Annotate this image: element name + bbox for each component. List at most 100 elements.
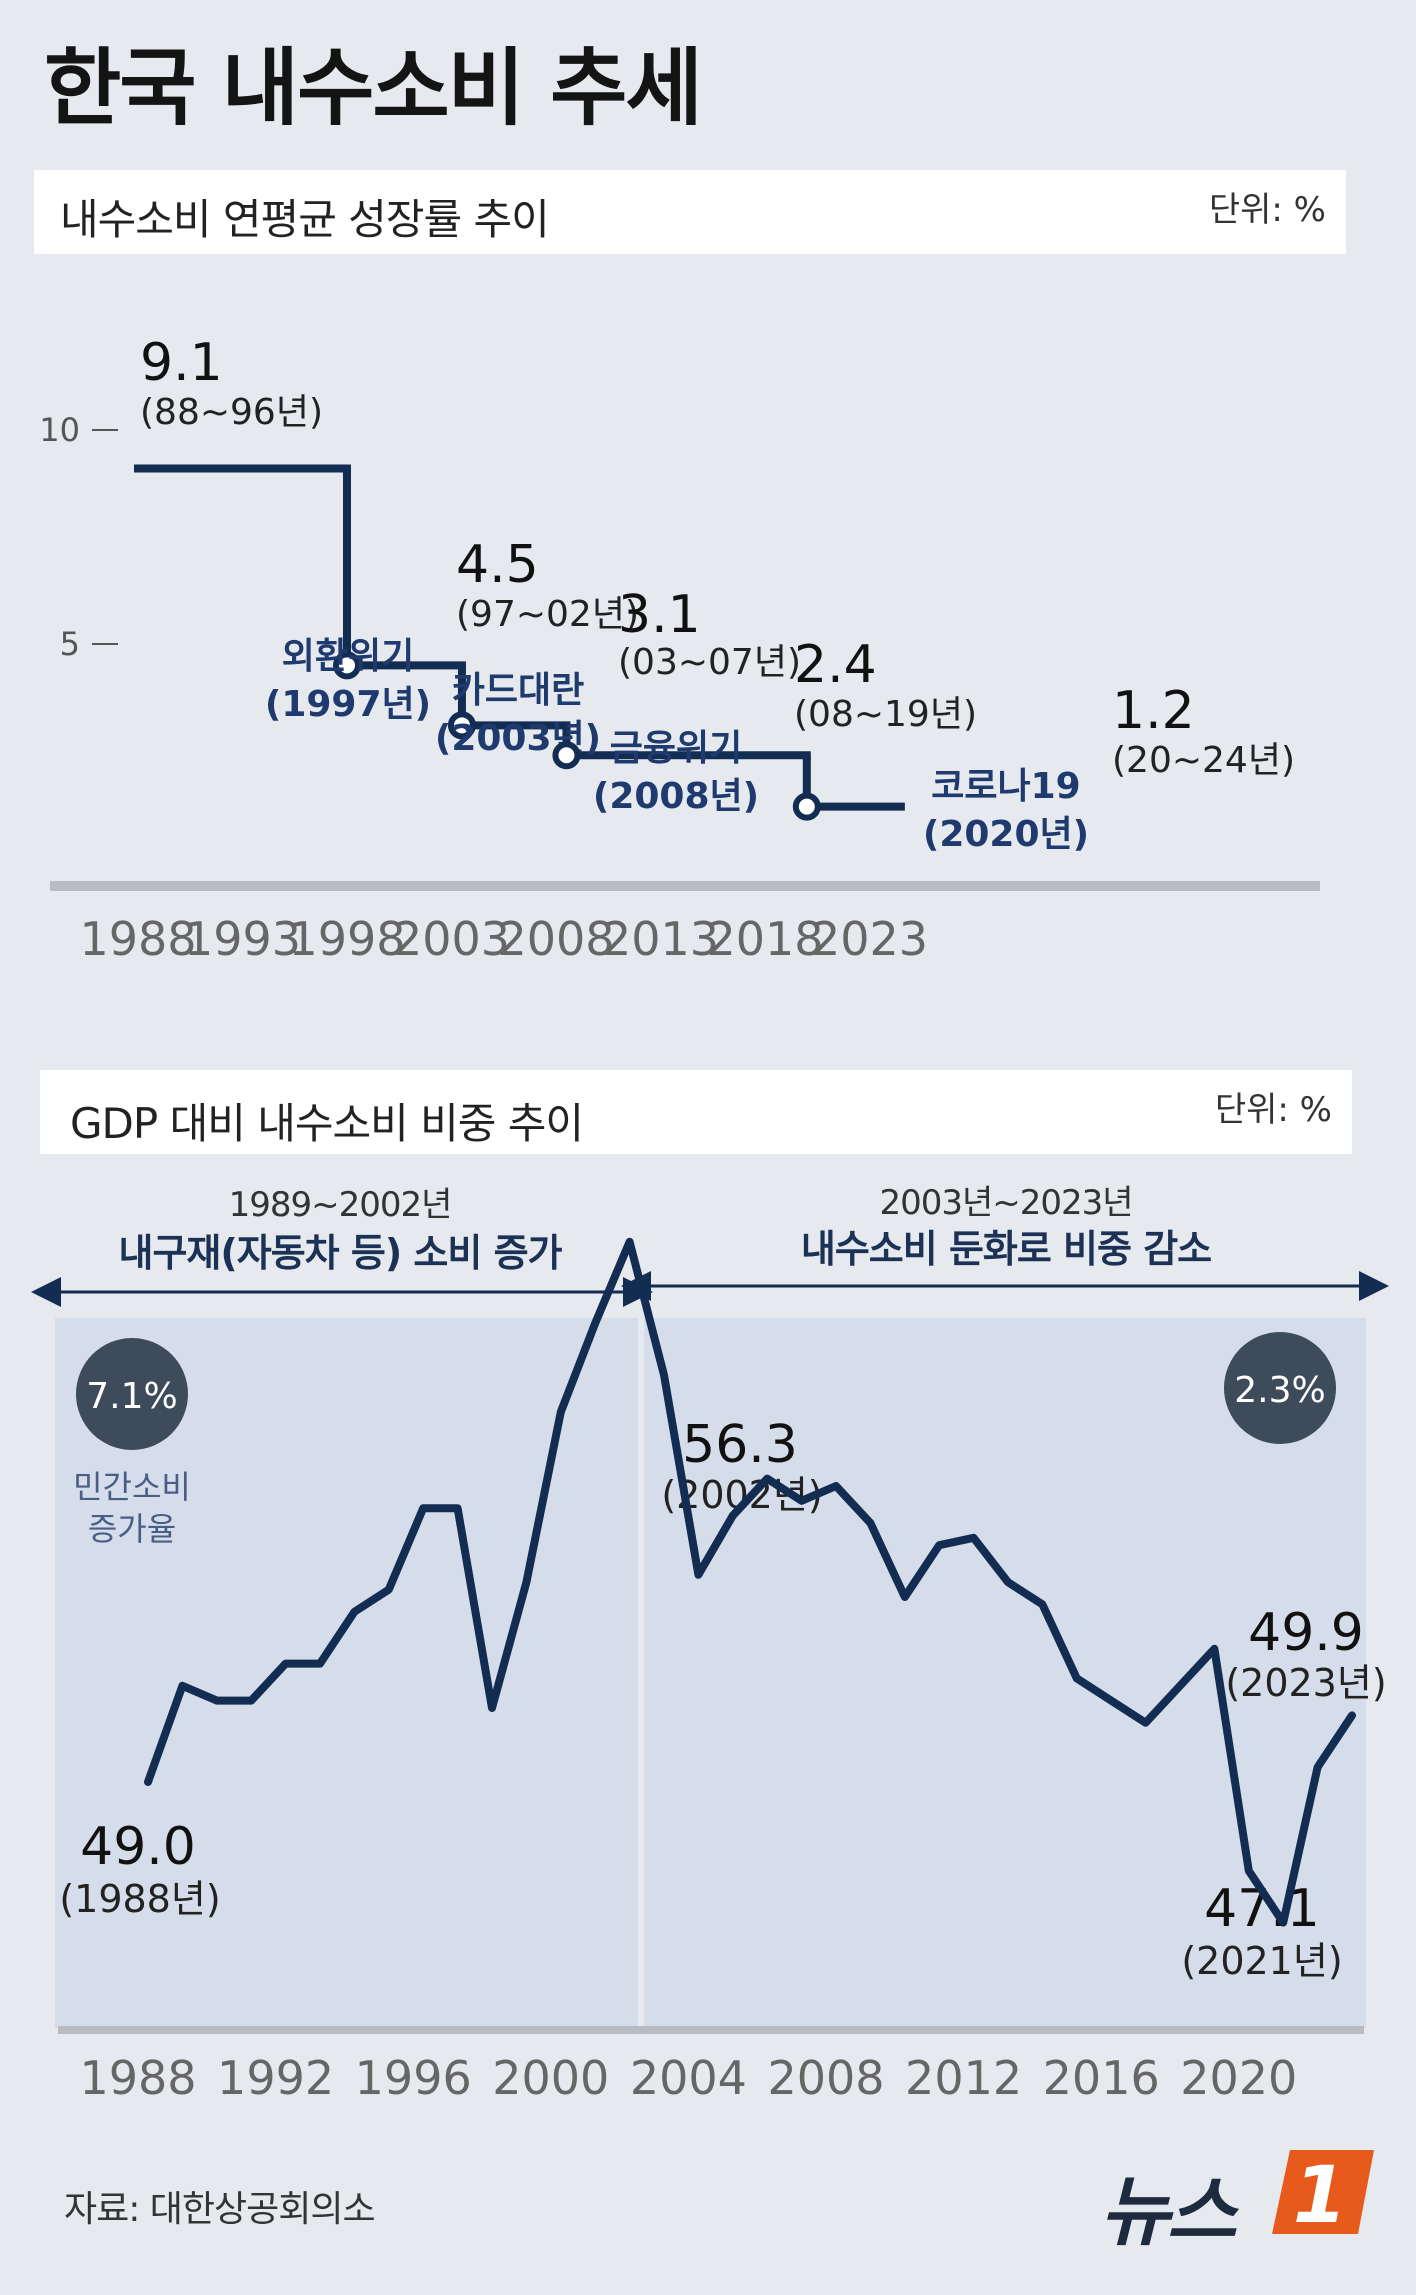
period-2-desc: 내수소비 둔화로 비중 감소 — [801, 1227, 1211, 1271]
chart1-event-name: 코로나19 — [931, 766, 1080, 807]
chart2-data-point — [798, 1497, 805, 1504]
chart1-segment-value: 2.4 — [794, 635, 877, 695]
annotation-2021-label: (2021년) — [1181, 1939, 1342, 1983]
main-title: 한국 내수소비 추세 — [44, 39, 703, 137]
chart2-data-point — [1211, 1645, 1218, 1652]
chart2-x-tick-1992: 1992 — [217, 2051, 334, 2105]
chart1-event-marker — [447, 711, 476, 740]
chart2-data-point — [970, 1534, 977, 1541]
chart2-x-tick-2012: 2012 — [905, 2051, 1022, 2105]
logo-mark-icon: 1 — [1272, 2150, 1374, 2241]
chart1-x-tick-2008: 2008 — [497, 912, 614, 966]
chart1-event-year: (2008년) — [593, 776, 759, 817]
chart1-segment-period: (88~96년) — [140, 392, 323, 433]
chart2-data-point — [282, 1660, 289, 1667]
chart2-data-point — [179, 1682, 186, 1689]
chart2-data-point — [1349, 1712, 1355, 1719]
chart2-header: GDP 대비 내수소비 비중 추이 단위: % — [40, 1070, 1352, 1154]
annotation-1988-value: 49.0 — [80, 1817, 196, 1877]
chart2-data-point — [1073, 1675, 1080, 1682]
chart1-event-name: 금융위기 — [610, 728, 742, 769]
period-2-range: 2003년~2023년 — [879, 1183, 1132, 1223]
chart2-data-point — [1280, 1919, 1287, 1926]
chart1-segment-period: (08~19년) — [794, 694, 977, 735]
source-text: 자료: 대한상공회의소 — [64, 2189, 376, 2230]
period-1-bubble-caption-1: 민간소비 — [73, 1468, 191, 1506]
chart2-data-point — [764, 1475, 771, 1482]
chart2-data-point — [661, 1372, 667, 1378]
chart1-x-tick-1993: 1993 — [184, 912, 301, 966]
chart2-data-point — [729, 1512, 736, 1519]
chart1-x-tick-2013: 2013 — [602, 912, 719, 966]
chart2-data-point — [1142, 1719, 1149, 1726]
chart1-segment-value: 1.2 — [1112, 681, 1195, 741]
chart2-data-point — [454, 1505, 461, 1512]
chart2-data-point — [213, 1697, 220, 1704]
chart2-data-point — [695, 1571, 702, 1578]
logo-text: 뉴스 — [1100, 2167, 1237, 2256]
chart2-data-point — [936, 1542, 943, 1549]
chart1-x-tick-2018: 2018 — [706, 912, 823, 966]
chart1-event-name: 외환위기 — [282, 636, 414, 677]
chart2-series-line — [144, 1237, 1356, 1927]
chart2-data-point — [317, 1660, 323, 1667]
chart1-event-year: (2020년) — [923, 814, 1089, 855]
svg-text:1: 1 — [1293, 2151, 1347, 2241]
chart2-unit: 단위: % — [1214, 1090, 1332, 1130]
chart1-segment-period: (03~07년) — [618, 642, 801, 683]
chart2-data-point — [1005, 1579, 1011, 1586]
chart2-data-point — [867, 1520, 874, 1526]
chart2-x-tick-2020: 2020 — [1180, 2051, 1297, 2105]
chart2-x-tick-1988: 1988 — [79, 2051, 196, 2105]
logo: 뉴스 1 — [1100, 2138, 1380, 2256]
chart1-event-name: 카드대란 — [452, 670, 584, 711]
chart2-x-tick-2004: 2004 — [630, 2051, 747, 2105]
chart1-header: 내수소비 연평균 성장률 추이 단위: % — [34, 170, 1346, 254]
chart1-x-tick-2003: 2003 — [393, 912, 510, 966]
chart2-data-point — [489, 1705, 495, 1711]
chart2-data-point — [557, 1409, 564, 1415]
chart2-data-point — [351, 1608, 358, 1615]
chart1-segment-value: 4.5 — [456, 535, 539, 595]
period-panel-2 — [644, 1318, 1366, 2028]
chart1-event-marker — [552, 741, 581, 770]
chart1-x-tick-1988: 1988 — [79, 912, 196, 966]
chart1-x-tick-2023: 2023 — [811, 912, 928, 966]
chart2-x-tick-2000: 2000 — [492, 2051, 609, 2105]
chart2-data-point — [1245, 1867, 1252, 1874]
chart1-event-marker — [333, 651, 361, 680]
chart2-title: GDP 대비 내수소비 비중 추이 — [70, 1099, 584, 1148]
chart2-data-point — [626, 1238, 633, 1245]
chart2-plot: 1988 1992 1996 2000 2004 2008 2012 2016 2020 — [79, 1237, 1356, 2105]
annotation-2023-label: (2023년) — [1225, 1661, 1386, 1705]
chart2-data-point — [1039, 1601, 1046, 1608]
chart2-data-point — [1314, 1764, 1321, 1771]
chart2-data-point — [833, 1483, 839, 1489]
chart2-x-tick-1996: 1996 — [355, 2051, 472, 2105]
period-1-bubble — [76, 1338, 188, 1450]
chart1-title: 내수소비 연평균 성장률 추이 — [60, 195, 550, 244]
period-2-bubble-value: 2.3% — [1234, 1370, 1325, 1411]
annotation-1988-label: (1988년) — [59, 1877, 220, 1921]
chart1-x-tick-1998: 1998 — [288, 912, 405, 966]
chart2-x-tick-2016: 2016 — [1043, 2051, 1160, 2105]
chart2-data-point — [592, 1320, 599, 1327]
chart1-segment-period: (20~24년) — [1112, 740, 1295, 781]
period-1-range: 1989~2002년 — [229, 1185, 452, 1225]
chart1-y-tick-label-10: 10 — [39, 411, 80, 449]
period-1-bubble-value: 7.1% — [86, 1376, 177, 1417]
chart2-data-point — [248, 1697, 255, 1704]
annotation-2002-value: 56.3 — [682, 1415, 798, 1475]
chart2-data-point — [420, 1505, 427, 1512]
annotation-2023-value: 49.9 — [1248, 1603, 1364, 1663]
chart1-event-marker — [792, 792, 821, 821]
chart2-data-point — [1177, 1682, 1183, 1689]
chart1-segment-value: 3.1 — [618, 585, 701, 645]
chart1-event-year: (1997년) — [265, 684, 431, 725]
chart1-y-tick-label-5: 5 — [60, 625, 80, 663]
chart2-data-point — [385, 1586, 392, 1593]
chart2-data-point — [901, 1594, 908, 1600]
period-1-bubble-caption-2: 증가율 — [88, 1510, 176, 1548]
